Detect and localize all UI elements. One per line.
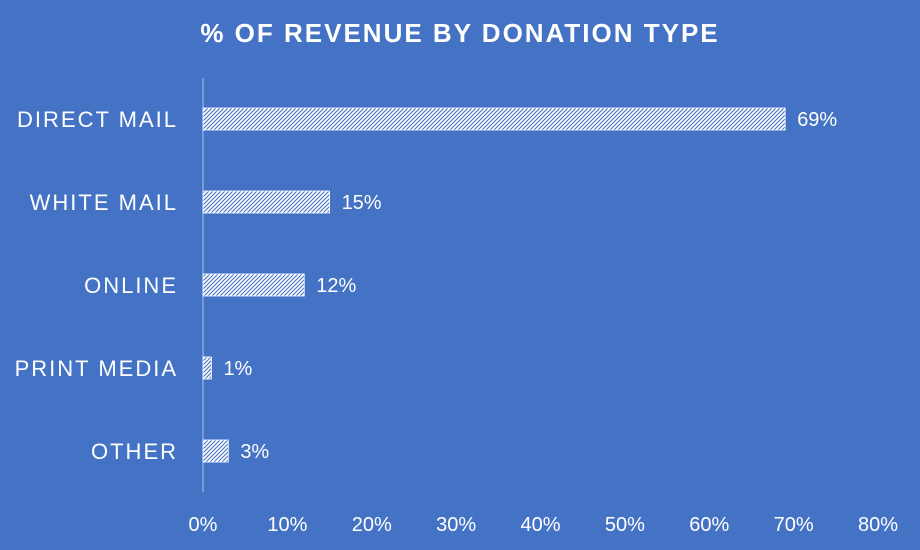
data-label: 1% bbox=[223, 358, 252, 380]
x-tick-label: 0% bbox=[189, 514, 218, 536]
bar-other bbox=[202, 439, 229, 463]
data-label: 69% bbox=[797, 109, 837, 131]
x-tick-label: 70% bbox=[774, 514, 814, 536]
x-tick-label: 20% bbox=[352, 514, 392, 536]
bar-direct-mail bbox=[202, 107, 786, 131]
category-label: ONLINE bbox=[84, 273, 178, 298]
x-tick-label: 50% bbox=[605, 514, 645, 536]
category-label: PRINT MEDIA bbox=[15, 356, 178, 381]
category-label: DIRECT MAIL bbox=[17, 107, 178, 132]
bar-print-media bbox=[202, 356, 212, 380]
x-tick-label: 60% bbox=[689, 514, 729, 536]
data-label: 12% bbox=[316, 275, 356, 297]
data-label: 15% bbox=[342, 192, 382, 214]
chart-title: % OF REVENUE BY DONATION TYPE bbox=[200, 18, 720, 48]
x-tick-label: 80% bbox=[858, 514, 898, 536]
x-tick-label: 30% bbox=[436, 514, 476, 536]
bar-online bbox=[202, 273, 305, 297]
data-label: 3% bbox=[240, 441, 269, 463]
x-tick-label: 40% bbox=[520, 514, 560, 536]
bar-white-mail bbox=[202, 190, 330, 214]
category-label: WHITE MAIL bbox=[30, 190, 178, 215]
x-tick-label: 10% bbox=[267, 514, 307, 536]
category-label: OTHER bbox=[91, 439, 178, 464]
